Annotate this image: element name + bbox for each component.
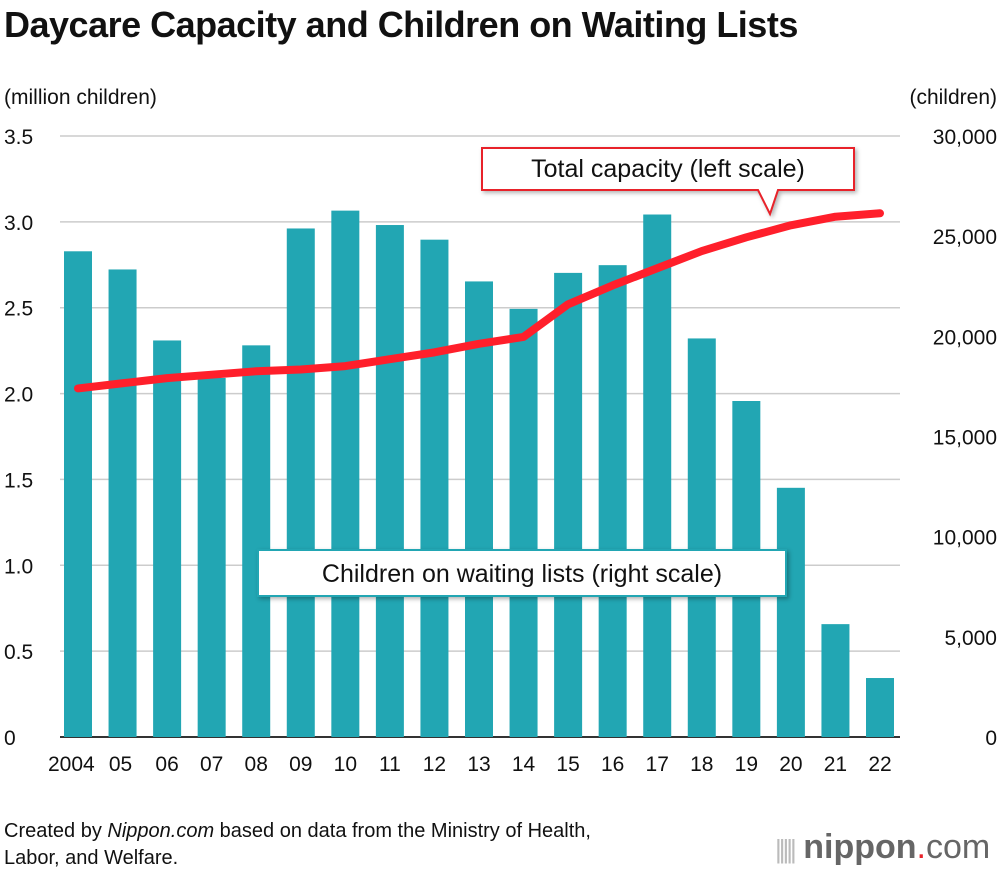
waiting-list-bar <box>687 338 716 737</box>
waiting-callout: Children on waiting lists (right scale) <box>257 549 787 597</box>
x-tick-label: 12 <box>423 753 446 776</box>
x-tick-label: 2004 <box>48 753 95 776</box>
right-tick-label: 20,000 <box>933 326 997 349</box>
left-tick-label: 1.0 <box>4 555 33 578</box>
left-tick-label: 1.5 <box>4 469 33 492</box>
chart-title: Daycare Capacity and Children on Waiting… <box>4 4 798 45</box>
waiting-list-bar <box>821 624 850 737</box>
left-tick-label: 0.5 <box>4 641 33 664</box>
waiting-list-bar <box>64 251 92 737</box>
capacity-legend-label: Total capacity (left scale) <box>531 155 805 183</box>
waiting-list-bar <box>554 272 583 737</box>
right-tick-label: 30,000 <box>933 126 997 149</box>
right-tick-label: 0 <box>985 727 997 750</box>
waiting-legend-label: Children on waiting lists (right scale) <box>322 560 722 588</box>
left-tick-label: 0 <box>4 727 16 750</box>
waiting-list-bar <box>242 345 271 737</box>
waiting-list-bar <box>598 265 627 737</box>
waiting-list-bar <box>286 228 315 737</box>
x-tick-label: 10 <box>334 753 357 776</box>
x-tick-label: 16 <box>601 753 624 776</box>
x-tick-label: 17 <box>646 753 669 776</box>
x-tick-label: 22 <box>868 753 891 776</box>
waiting-list-bar <box>331 210 360 738</box>
waiting-list-bar <box>465 281 493 737</box>
right-tick-label: 5,000 <box>944 627 997 650</box>
waiting-list-bar <box>509 308 538 737</box>
left-axis-label: (million children) <box>4 86 157 109</box>
waiting-list-bar <box>375 225 404 737</box>
waiting-list-bar <box>153 340 182 737</box>
capacity-callout: Total capacity (left scale) <box>481 147 855 217</box>
x-tick-label: 11 <box>379 753 401 776</box>
x-tick-label: 07 <box>200 753 223 776</box>
left-tick-label: 2.5 <box>4 298 33 321</box>
waiting-list-bar <box>643 214 672 738</box>
nippon-logo: ||||| nippon.com <box>775 828 991 866</box>
right-tick-label: 10,000 <box>933 527 997 550</box>
x-tick-label: 21 <box>824 753 847 776</box>
waiting-list-bar <box>776 487 805 737</box>
right-tick-label: 25,000 <box>933 226 997 249</box>
left-tick-label: 2.0 <box>4 384 33 407</box>
footer-credit: Created by Nippon.com based on data from… <box>4 820 591 869</box>
waiting-list-bar <box>197 377 226 737</box>
left-tick-label: 3.0 <box>4 212 33 235</box>
x-tick-label: 09 <box>289 753 312 776</box>
source-site: Nippon.com <box>107 820 215 842</box>
waiting-list-bar <box>108 269 137 737</box>
capacity-line <box>74 209 884 393</box>
x-tick-label: 20 <box>779 753 802 776</box>
x-tick-label: 08 <box>245 753 268 776</box>
x-tick-label: 06 <box>155 753 178 776</box>
x-tick-label: 19 <box>735 753 758 776</box>
x-tick-label: 15 <box>556 753 579 776</box>
x-tick-label: 14 <box>512 753 536 776</box>
waiting-list-bar <box>420 239 449 738</box>
left-tick-label: 3.5 <box>4 126 33 149</box>
waiting-list-bar <box>866 678 894 737</box>
x-tick-label: 05 <box>109 753 132 776</box>
right-axis-label: (children) <box>909 86 997 109</box>
x-tick-label: 18 <box>690 753 713 776</box>
right-tick-label: 15,000 <box>933 427 997 450</box>
x-tick-label: 13 <box>467 753 490 776</box>
